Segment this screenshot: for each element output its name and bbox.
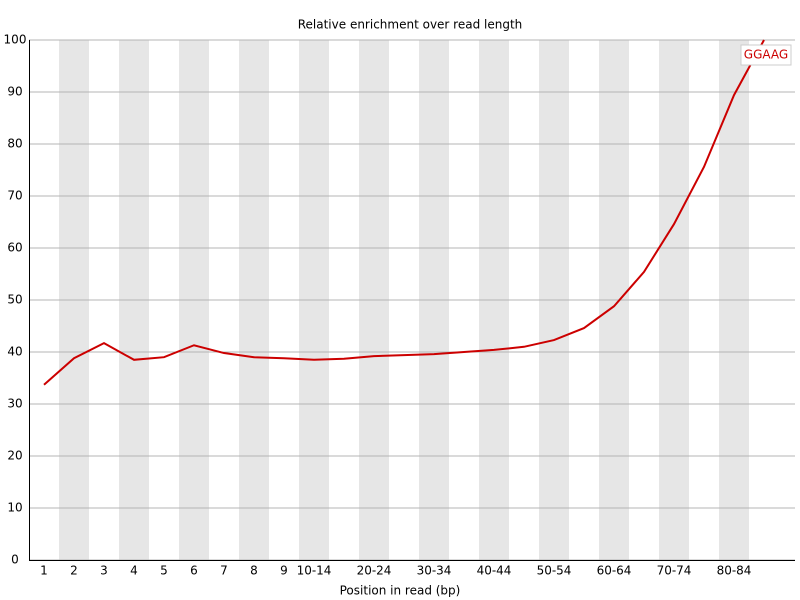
x-tick-label: 40-44 [477,564,512,578]
x-tick-label: 3 [100,564,108,578]
y-tick-label: 10 [7,501,22,515]
y-tick-label: 50 [7,293,22,307]
x-tick-label: 20-24 [357,564,392,578]
x-tick-label: 60-64 [597,564,632,578]
x-tick-label: 30-34 [417,564,452,578]
legend-label: GGAAG [744,48,788,62]
y-tick-label: 0 [11,553,19,567]
data-line [43,39,765,386]
x-tick-label: 9 [280,564,288,578]
x-tick-label: 70-74 [657,564,692,578]
chart-title: Relative enrichment over read length [298,18,523,32]
x-tick-label: 50-54 [537,564,572,578]
x-tick-label: 10-14 [297,564,332,578]
x-tick-label: 5 [160,564,168,578]
x-tick-label: 4 [130,564,138,578]
y-tick-label: 90 [7,85,22,99]
legend-box [740,44,792,66]
y-tick-label: 20 [7,449,22,463]
x-tick-label: 7 [220,564,228,578]
y-tick-label: 70 [7,189,22,203]
y-tick-label: 60 [7,241,22,255]
x-tick-label: 80-84 [717,564,752,578]
x-tick-label: 6 [190,564,198,578]
y-tick-label: 100 [4,33,27,47]
x-tick-label: 1 [40,564,48,578]
x-tick-label: 2 [70,564,78,578]
y-tick-label: 30 [7,397,22,411]
y-tick-label: 40 [7,345,22,359]
x-axis-label: Position in read (bp) [340,584,461,598]
x-tick-label: 8 [250,564,258,578]
y-tick-label: 80 [7,137,22,151]
